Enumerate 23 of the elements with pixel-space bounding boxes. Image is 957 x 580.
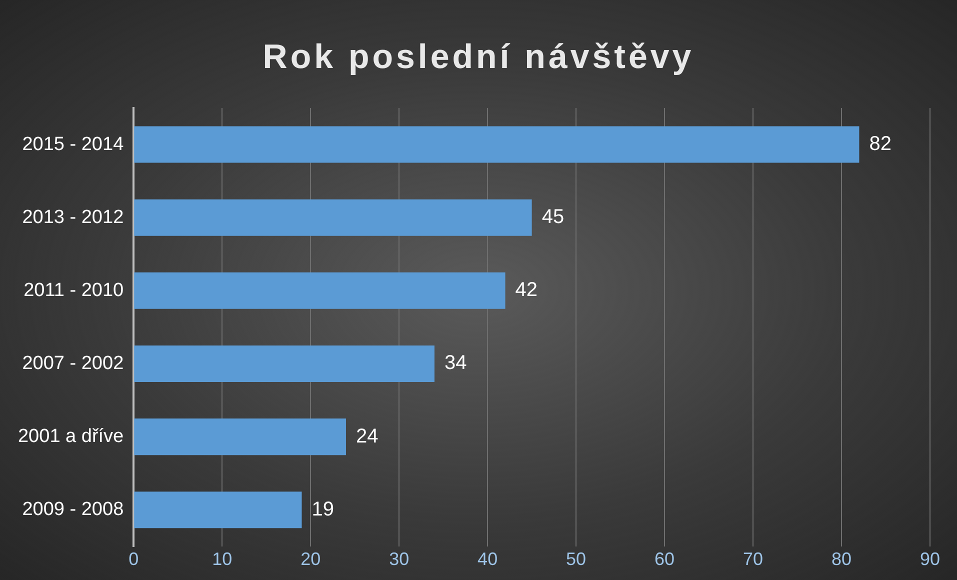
data-label: 19 xyxy=(312,498,334,520)
x-tick-label: 40 xyxy=(478,549,498,570)
x-tick-label: 60 xyxy=(654,549,675,570)
x-tick-label: 10 xyxy=(212,549,232,570)
data-label: 82 xyxy=(869,133,892,156)
y-tick-label: 2013 - 2012 xyxy=(22,206,124,228)
data-label: 24 xyxy=(356,425,378,448)
data-label: 42 xyxy=(515,279,538,302)
x-tick-label: 80 xyxy=(832,549,852,570)
y-tick-label: 2007 - 2002 xyxy=(22,352,124,374)
y-tick-label: 2001 a dříve xyxy=(18,426,124,448)
x-tick-label: 70 xyxy=(743,549,764,570)
chart-title: Rok poslední návštěvy xyxy=(262,38,696,77)
y-tick-label: 2015 - 2014 xyxy=(22,134,124,155)
y-tick-label: 2011 - 2010 xyxy=(24,280,124,301)
y-tick-label: 2009 - 2008 xyxy=(22,499,124,520)
x-tick-label: 20 xyxy=(300,549,321,570)
x-tick-label: 50 xyxy=(566,549,586,570)
data-label: 45 xyxy=(542,206,564,228)
x-tick-label: 0 xyxy=(128,549,139,570)
x-tick-label: 90 xyxy=(920,549,940,570)
data-label: 34 xyxy=(444,352,467,374)
x-tick-label: 30 xyxy=(389,549,410,570)
